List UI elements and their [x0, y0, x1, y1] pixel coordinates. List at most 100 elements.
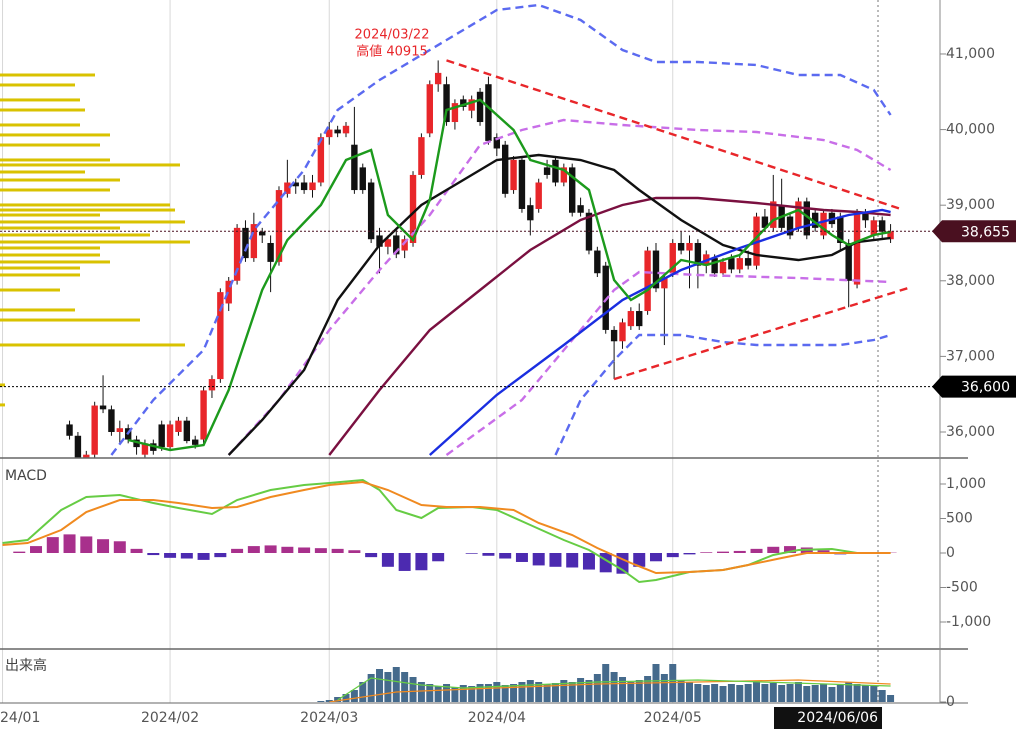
y-tick-label: 36,000	[946, 424, 995, 440]
grid-layer	[2, 0, 879, 703]
volume-bar	[451, 687, 459, 702]
volume-bar	[518, 682, 526, 702]
volume-profile-bar	[0, 83, 75, 87]
candle-body	[744, 258, 752, 266]
y-tick-label: 38,000	[946, 273, 995, 289]
histogram-bar	[515, 552, 528, 562]
candle-body	[694, 242, 702, 266]
candle-body	[527, 205, 534, 221]
histogram-bar	[666, 552, 679, 558]
y-tick-label: 500	[946, 511, 973, 527]
y-tick-label: 0	[946, 545, 955, 561]
series-line	[445, 270, 891, 456]
volume-profile-bar	[0, 188, 110, 192]
volume-bar	[618, 677, 626, 702]
candle-body	[770, 201, 777, 228]
histogram-bar	[700, 552, 713, 553]
candle-body	[577, 205, 584, 213]
volume-bar	[526, 680, 534, 702]
volume-bar	[861, 685, 869, 702]
candle-body	[443, 84, 450, 123]
y-tick-label: 40,000	[946, 122, 995, 138]
histogram-bar	[482, 552, 495, 556]
histogram-bar	[164, 552, 177, 558]
candle-body	[166, 424, 174, 448]
histogram-bar	[733, 550, 746, 553]
histogram-bar	[784, 546, 797, 553]
volume-panel	[317, 664, 895, 702]
volume-profile-bar	[0, 73, 95, 77]
price-label-box	[932, 220, 1016, 243]
annotation-text: 高値 40915	[356, 44, 428, 60]
volume-bar	[484, 684, 492, 702]
volume-bar	[417, 682, 425, 702]
price-label: 36,600	[961, 380, 1010, 396]
candle-body	[225, 280, 232, 304]
candle-body	[711, 258, 718, 274]
volume-profile-bar	[0, 98, 80, 102]
x-tick-label: 24/01	[0, 710, 40, 726]
volume-profile-bar	[0, 403, 5, 407]
histogram-bar	[130, 548, 143, 553]
volume-bar	[828, 687, 836, 702]
volume-bar	[761, 684, 769, 702]
volume-bar	[870, 686, 878, 702]
candle-body	[367, 182, 375, 240]
volume-bar	[811, 685, 819, 702]
volume-bar	[434, 686, 442, 702]
x-tick-label: 2024/02	[141, 710, 199, 726]
volume-bar	[803, 686, 811, 702]
histogram-bar	[817, 550, 830, 553]
volume-profile-bar	[0, 260, 110, 264]
volume-bar	[568, 682, 576, 702]
candle-body	[610, 329, 618, 342]
candle-body	[887, 231, 894, 240]
candle-body	[543, 167, 551, 175]
volume-bar	[753, 682, 761, 702]
volume-bar	[635, 680, 643, 702]
candle-body	[183, 420, 191, 442]
volume-bar	[677, 680, 685, 702]
volume-bar	[694, 684, 702, 702]
histogram-bar	[398, 552, 411, 571]
volume-bar	[719, 686, 727, 702]
volume-bar	[602, 664, 610, 702]
candle-body	[158, 424, 165, 448]
candle-body	[636, 311, 643, 327]
candle-body	[460, 99, 467, 107]
volume-profile-bar	[0, 133, 110, 137]
candle-body	[870, 220, 878, 236]
volume-bar	[887, 695, 895, 702]
candle-body	[761, 216, 769, 228]
candle-body	[862, 212, 869, 221]
candle-body	[820, 212, 827, 236]
volume-bar	[459, 685, 467, 702]
series-line	[227, 118, 892, 456]
volume-profile-bar	[0, 383, 5, 387]
volume-bar	[359, 682, 367, 702]
y-tick-label: -1,000	[946, 614, 991, 630]
series-line	[329, 679, 891, 702]
volume-profile-bar	[0, 246, 100, 250]
candle-body	[393, 235, 400, 255]
candle-body	[501, 144, 509, 194]
volume-bar	[551, 683, 559, 702]
histogram-bar	[13, 551, 26, 553]
volume-bar	[401, 672, 409, 702]
macd-panel	[2, 478, 897, 584]
histogram-bar	[465, 552, 478, 554]
series-line	[127, 98, 891, 452]
candle-body	[736, 258, 743, 270]
candle-body	[552, 159, 559, 183]
candle-body	[91, 405, 98, 455]
x-tick-label: 2024/03	[300, 710, 358, 726]
candle-body	[510, 159, 517, 191]
volume-bar	[443, 684, 451, 702]
volume-bar	[392, 667, 400, 702]
y-tick-label: 1,000	[946, 476, 986, 492]
histogram-bar	[582, 552, 595, 570]
volume-bar	[367, 674, 375, 702]
histogram-bar	[649, 552, 662, 562]
volume-bar	[727, 684, 735, 702]
